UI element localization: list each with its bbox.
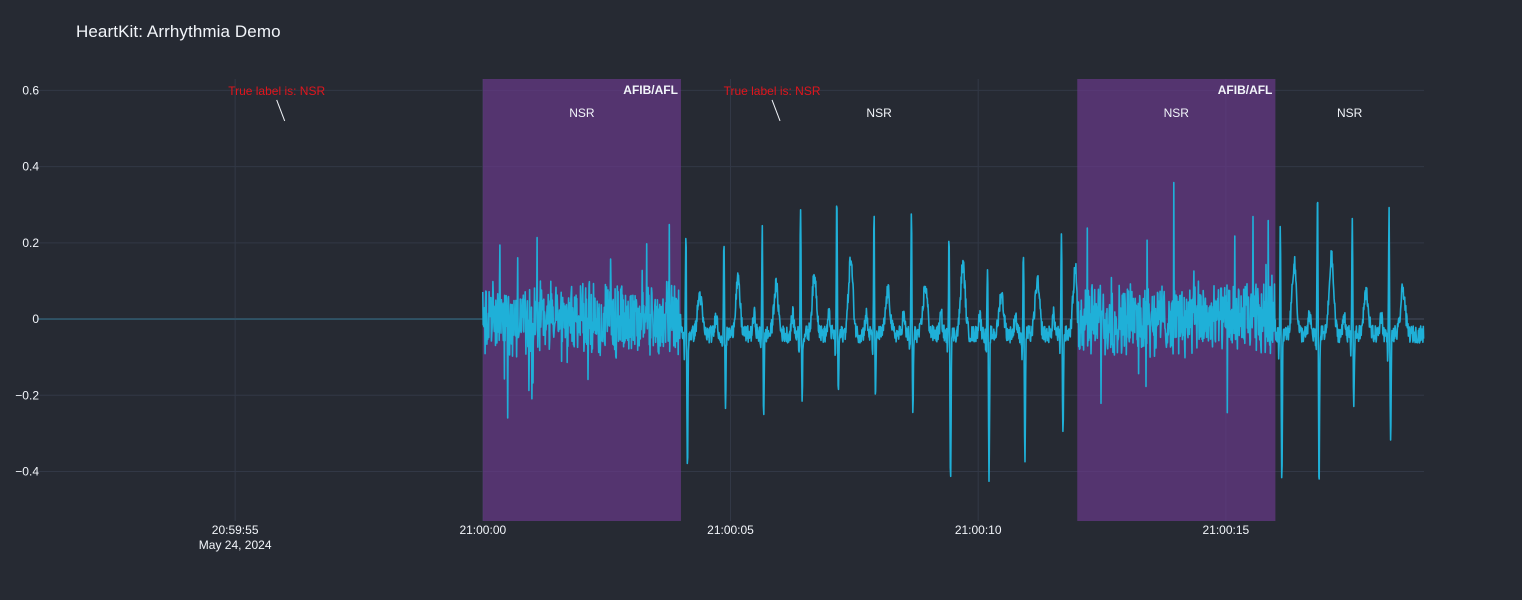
x-tick-label: 21:00:15 — [1202, 523, 1249, 537]
segment-rhythm-label: NSR — [866, 106, 892, 120]
annotation-label: True label is: NSR — [724, 84, 821, 98]
x-tick-label: 21:00:05 — [707, 523, 754, 537]
y-tick-label: 0.2 — [22, 236, 39, 250]
x-tick-label: 20:59:55 — [212, 523, 259, 537]
segment-prediction-label: AFIB/AFL — [623, 83, 678, 97]
annotation-arrow — [276, 99, 286, 122]
y-tick-label: 0.6 — [22, 83, 39, 97]
segment-rhythm-label: NSR — [569, 106, 595, 120]
segment-prediction-label: AFIB/AFL — [1218, 83, 1273, 97]
ecg-series-line — [482, 181, 1425, 482]
y-tick-label: 0.4 — [22, 160, 39, 174]
x-tick-sublabel: May 24, 2024 — [199, 538, 272, 552]
segment-rhythm-label: NSR — [1337, 106, 1363, 120]
annotation-label: True label is: NSR — [228, 84, 325, 98]
annotation-arrow — [771, 99, 781, 122]
segment-rhythm-label: NSR — [1164, 106, 1190, 120]
y-tick-label: 0 — [32, 312, 39, 326]
x-tick-label: 21:00:00 — [459, 523, 506, 537]
chart-title: HeartKit: Arrhythmia Demo — [76, 22, 281, 41]
y-tick-label: −0.4 — [15, 464, 39, 478]
x-tick-label: 21:00:10 — [955, 523, 1002, 537]
y-tick-label: −0.2 — [15, 388, 39, 402]
